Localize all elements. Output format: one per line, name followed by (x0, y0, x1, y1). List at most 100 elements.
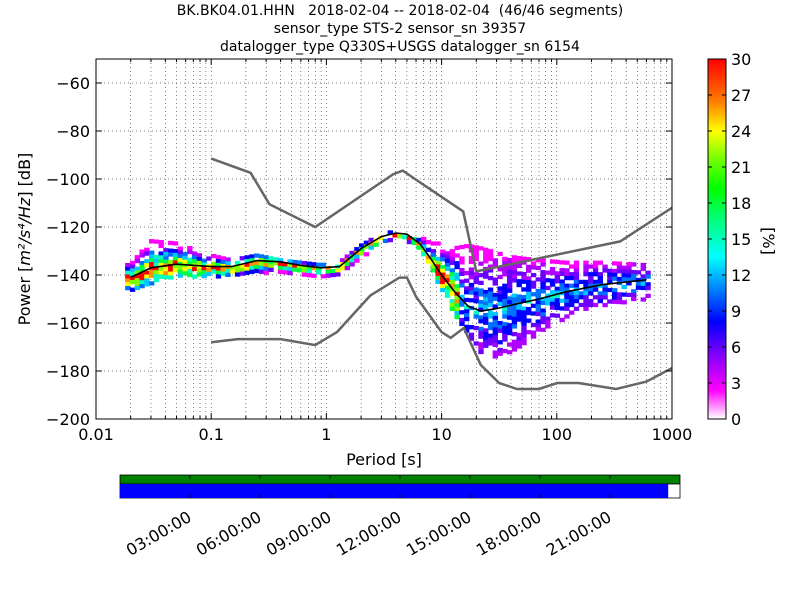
heatmap-cell (163, 251, 169, 257)
heatmap-cell (592, 287, 599, 292)
heatmap-cell (215, 274, 222, 279)
heatmap-cell (282, 266, 288, 271)
heatmap-cell (206, 271, 212, 277)
heatmap-cell (592, 295, 599, 300)
heatmap-cell (511, 316, 518, 321)
heatmap-cell (363, 252, 370, 257)
heatmap-cell (483, 332, 489, 337)
heatmap-cell (230, 269, 236, 274)
heatmap-cell (506, 327, 513, 332)
heatmap-cell (449, 279, 456, 285)
heatmap-cell (540, 289, 546, 294)
heatmap-cell (511, 332, 518, 337)
heatmap-cell (492, 323, 499, 328)
heatmap-cell (492, 281, 499, 286)
heatmap-cell (502, 329, 508, 335)
heatmap-cell (526, 276, 532, 281)
heatmap-cell (182, 255, 188, 261)
heatmap-cell (492, 335, 499, 340)
heatmap-cell (545, 278, 551, 283)
heatmap-cell (545, 285, 551, 291)
mode-line (130, 232, 647, 312)
heatmap-cell (521, 279, 527, 284)
heatmap-cell (473, 287, 479, 292)
heatmap-cell (478, 342, 484, 347)
heatmap-cell (454, 245, 460, 251)
heatmap-cell (592, 268, 599, 273)
heatmap-cell (473, 256, 479, 262)
heatmap-cell (521, 341, 527, 346)
heatmap-cell (607, 287, 613, 293)
heatmap-cell (506, 300, 513, 305)
heatmap-cell (506, 269, 513, 274)
heatmap-cell (182, 267, 188, 272)
colorbar-tick-label: 3 (731, 374, 741, 393)
heatmap-cell (139, 272, 145, 277)
y-tick-label: −60 (56, 74, 90, 93)
heatmap-cell (191, 255, 198, 260)
heatmap-cell (148, 281, 155, 286)
heatmap-cell (597, 279, 604, 285)
heatmap-cell (511, 274, 518, 279)
heatmap-cell (626, 269, 632, 274)
heatmap-cell (430, 249, 436, 254)
heatmap-cell (473, 314, 479, 319)
heatmap-cell (148, 254, 155, 259)
heatmap-cell (478, 303, 484, 309)
y-tick-label: −180 (46, 362, 90, 381)
heatmap-cell (583, 279, 589, 285)
heatmap-cell (549, 282, 556, 287)
heatmap-cell (535, 300, 541, 305)
colorbar-tick-label: 27 (731, 86, 751, 105)
heatmap-cell (640, 282, 646, 287)
heatmap-cell (478, 319, 484, 324)
heatmap-cell (497, 267, 503, 272)
heatmap-cell (330, 269, 336, 274)
x-axis-label: Period [s] (346, 450, 422, 469)
heatmap-cell (626, 281, 632, 286)
heatmap-cell (526, 280, 532, 285)
heatmap-cell (277, 262, 284, 267)
heatmap-cell (645, 286, 651, 291)
y-tick-label: −80 (56, 122, 90, 141)
heatmap-cell (502, 310, 508, 315)
heatmap-cell (559, 287, 565, 292)
heatmap-cell (473, 249, 479, 254)
heatmap-cell (540, 327, 546, 332)
heatmap-cell (158, 251, 164, 256)
heatmap-cell (158, 255, 164, 260)
heatmap-cell (158, 243, 164, 249)
heatmap-cell (187, 246, 193, 251)
heatmap-cell (640, 262, 646, 268)
heatmap-cell (172, 268, 179, 273)
heatmap-cell (521, 287, 527, 292)
heatmap-cell (530, 311, 537, 316)
heatmap-cell (449, 253, 456, 258)
heatmap-cell (129, 279, 136, 285)
heatmap-cell (549, 278, 556, 283)
heatmap-cell (463, 286, 470, 291)
heatmap-cell (549, 259, 556, 264)
heatmap-cell (540, 308, 546, 313)
heatmap-cell (478, 273, 484, 278)
heatmap-cell (134, 274, 141, 279)
heatmap-cell (449, 260, 456, 265)
heatmap-cell (616, 269, 623, 274)
heatmap-cell (191, 274, 198, 279)
heatmap-cell (444, 262, 451, 268)
heatmap-cell (172, 256, 179, 261)
heatmap-cell (511, 259, 518, 264)
heatmap-cell (583, 268, 589, 273)
heatmap-cell (511, 301, 518, 306)
heatmap-cell (588, 283, 594, 288)
heatmap-cell (592, 279, 599, 285)
heatmap-cell (168, 267, 174, 272)
heatmap-cell (139, 268, 145, 273)
heatmap-cell (158, 266, 164, 272)
heatmap-cell (573, 268, 580, 273)
heatmap-cell (621, 273, 627, 278)
heatmap-cell (583, 291, 589, 296)
heatmap-cell (521, 294, 527, 300)
heatmap-cell (478, 334, 484, 339)
heatmap-cell (526, 330, 532, 335)
